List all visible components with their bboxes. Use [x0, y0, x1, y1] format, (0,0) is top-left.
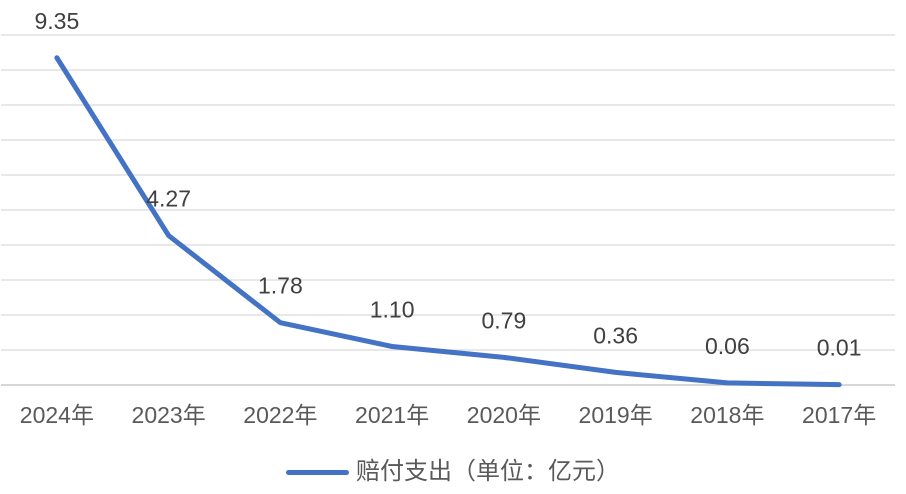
- data-label: 0.36: [593, 322, 638, 348]
- plot-svg: 9.354.271.781.10 0.790.36 0.06 0.01 2024年 20…: [1, 8, 895, 428]
- data-labels: 9.35 4.27 1.78 1.10 0.79 0.36 0.06 0.01: [34, 8, 861, 361]
- data-label: 0.79: [481, 307, 526, 333]
- x-tick-label: 2017年: [802, 402, 876, 428]
- x-tick-label: 2021年: [355, 402, 429, 428]
- gridlines: [1, 34, 895, 386]
- data-label: 9.35: [34, 8, 79, 34]
- legend[interactable]: 赔付支出（单位：亿元）: [0, 458, 906, 486]
- x-axis-labels: 2024年 2023年 2022年 2021年 2020年 2019年 2018年 2017年: [20, 402, 876, 428]
- x-tick-label: 2019年: [579, 402, 653, 428]
- x-tick-label: 2023年: [132, 402, 206, 428]
- x-tick-label: 2020年: [467, 402, 541, 428]
- series-line[interactable]: [54, 55, 842, 388]
- series-group: [54, 55, 842, 388]
- data-label: 1.78: [258, 273, 303, 299]
- x-tick-label: 2022年: [243, 402, 317, 428]
- data-label: 0.06: [705, 333, 750, 359]
- x-tick-label: 2018年: [690, 402, 764, 428]
- legend-label: 赔付支出（单位：亿元）: [356, 458, 620, 485]
- x-tick-label: 2024年: [20, 402, 94, 428]
- legend-line-swatch: [286, 469, 349, 475]
- data-label: 1.10: [370, 297, 415, 323]
- data-label: 0.01: [817, 335, 862, 361]
- data-label: 4.27: [146, 186, 191, 212]
